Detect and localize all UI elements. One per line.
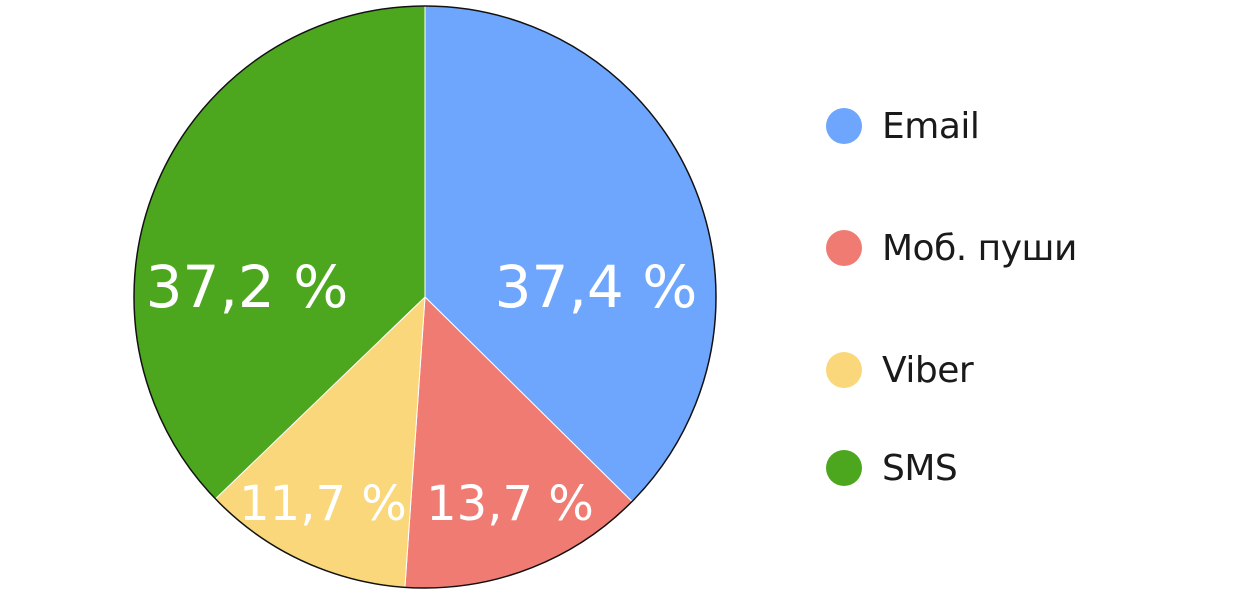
slice-label-sms: 37,2 % (146, 253, 349, 321)
legend-swatch-email (826, 108, 862, 144)
slice-label-email: 37,4 % (495, 253, 698, 321)
legend-item-email[interactable]: Email (826, 96, 980, 156)
legend-label-viber: Viber (882, 349, 974, 391)
legend-label-email: Email (882, 105, 980, 147)
legend-swatch-mob-push (826, 230, 862, 266)
legend-label-sms: SMS (882, 447, 958, 489)
legend-item-mob-push[interactable]: Моб. пуши (826, 218, 1077, 278)
legend-swatch-viber (826, 352, 862, 388)
legend-item-viber[interactable]: Viber (826, 340, 974, 400)
slice-label-viber: 11,7 % (239, 476, 407, 532)
legend-item-sms[interactable]: SMS (826, 438, 958, 498)
legend-label-mob-push: Моб. пуши (882, 227, 1077, 269)
slice-label-mob-push: 13,7 % (426, 476, 594, 532)
pie-slices (133, 5, 717, 589)
legend-swatch-sms (826, 450, 862, 486)
pie-outline (133, 5, 717, 589)
pie-slice-labels: 37,4 % 13,7 % 11,7 % 37,2 % (146, 253, 698, 532)
